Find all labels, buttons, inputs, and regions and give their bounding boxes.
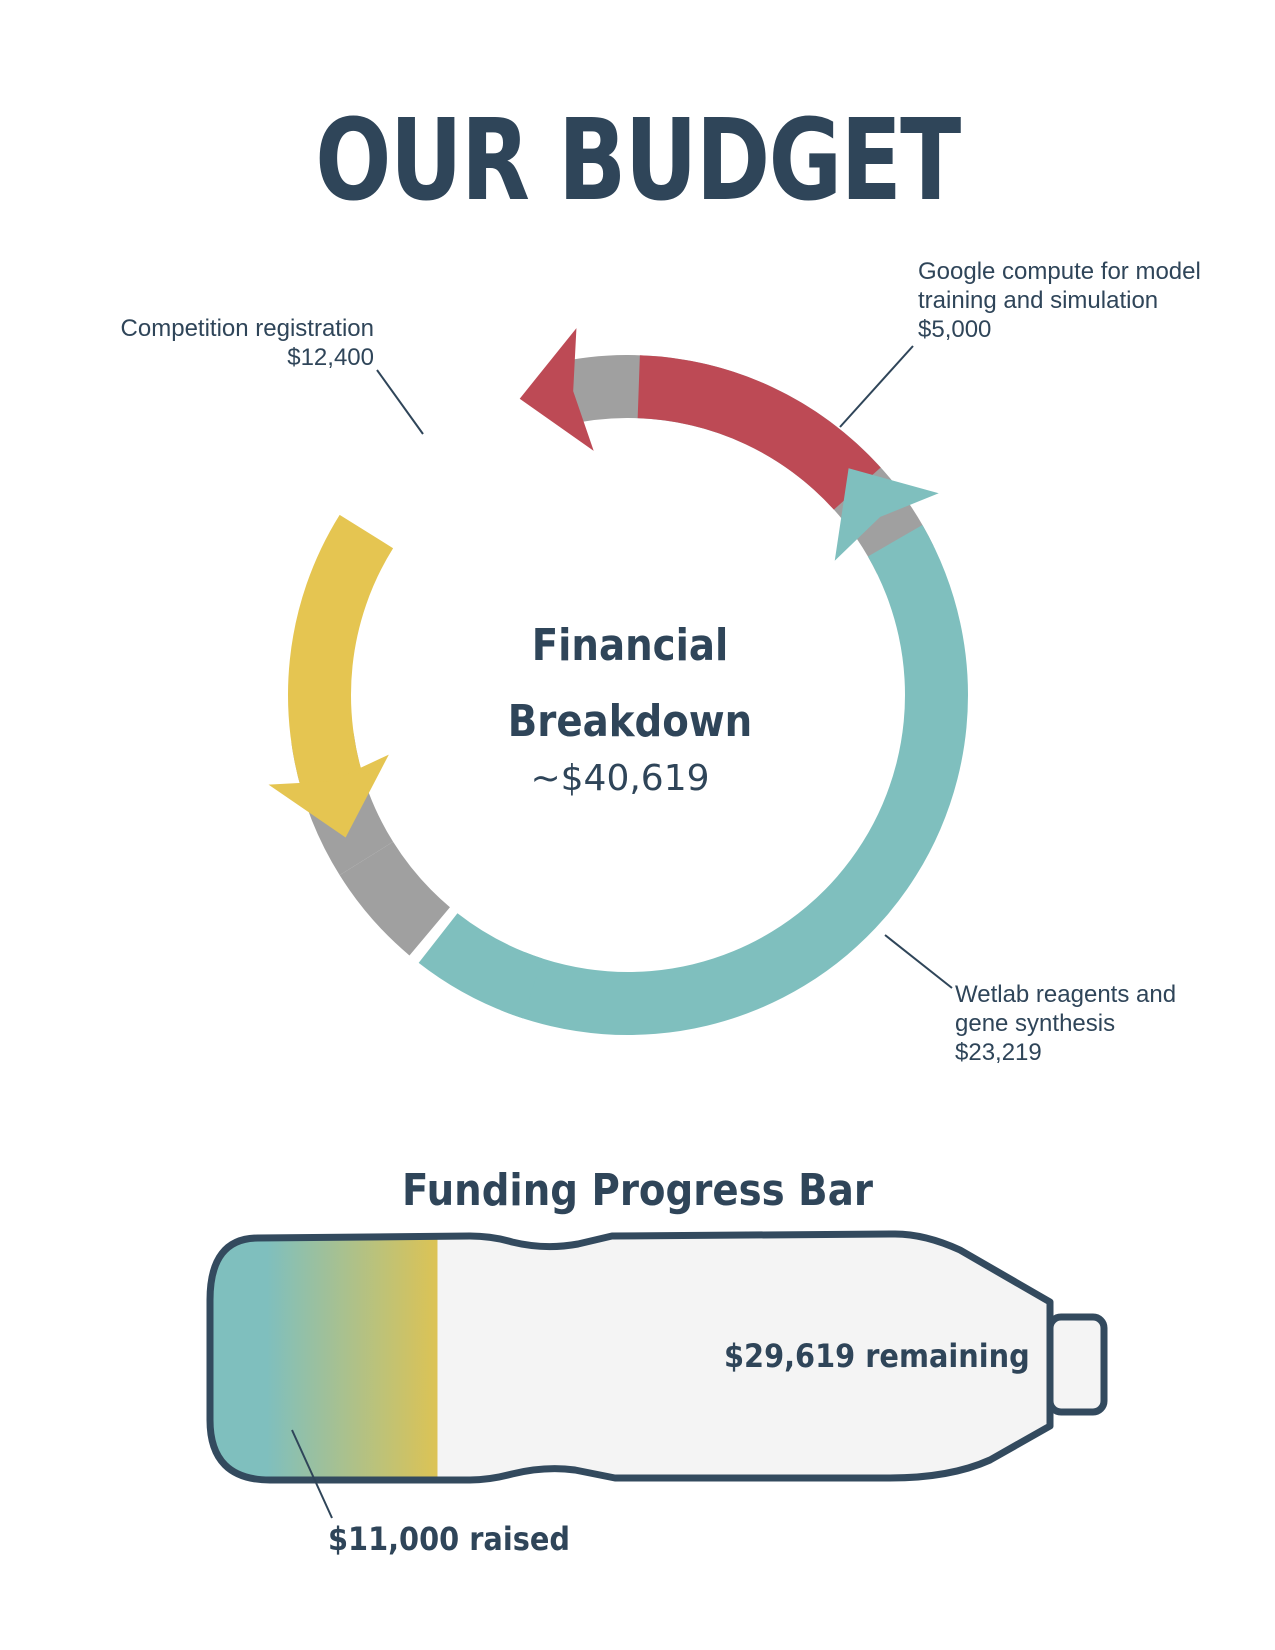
google-label: Google compute for model training and si…	[918, 257, 1201, 344]
competition-leader-line	[376, 369, 424, 435]
competition-label-amount: $12,400	[287, 344, 374, 371]
bottle-cap	[1046, 1313, 1108, 1416]
raised-label: $11,000 raised	[328, 1520, 571, 1558]
google-leader-line	[839, 345, 914, 428]
wetlab-label-line2: gene synthesis	[955, 1010, 1116, 1037]
wetlab-segment	[500, 525, 968, 1035]
gap-segment-bottom	[339, 841, 450, 956]
google-label-line2: training and simulation	[918, 287, 1159, 314]
page-title: OUR BUDGET	[315, 96, 961, 226]
wetlab-label: Wetlab reagents and gene synthesis $23,2…	[955, 980, 1176, 1067]
wetlab-label-line1: Wetlab reagents and	[955, 981, 1177, 1008]
competition-label-text: Competition registration	[120, 315, 374, 342]
competition-segment	[287, 514, 394, 812]
raised-fill	[210, 1234, 438, 1480]
donut-center-line2: Breakdown	[507, 696, 753, 747]
wetlab-arrow-head	[834, 468, 939, 561]
donut-center: Financial Breakdown	[480, 608, 780, 760]
competition-label: Competition registration $12,400	[94, 314, 374, 372]
progress-title: Funding Progress Bar	[402, 1165, 873, 1216]
wetlab-segment-tail	[418, 913, 543, 1019]
google-segment	[637, 355, 881, 510]
google-arrow-head	[519, 328, 594, 451]
remaining-label: $29,619 remaining	[724, 1337, 1030, 1375]
google-label-line1: Google compute for model	[918, 258, 1201, 285]
bottle-outline	[206, 1230, 1054, 1484]
donut-center-line1: Financial	[531, 620, 729, 671]
raised-leader-line	[291, 1429, 333, 1519]
wetlab-label-amount: $23,219	[955, 1039, 1042, 1066]
donut-center-total: ~$40,619	[530, 758, 710, 799]
wetlab-leader-line	[884, 934, 953, 989]
competition-arrow-head	[268, 754, 389, 838]
google-label-amount: $5,000	[918, 316, 992, 343]
